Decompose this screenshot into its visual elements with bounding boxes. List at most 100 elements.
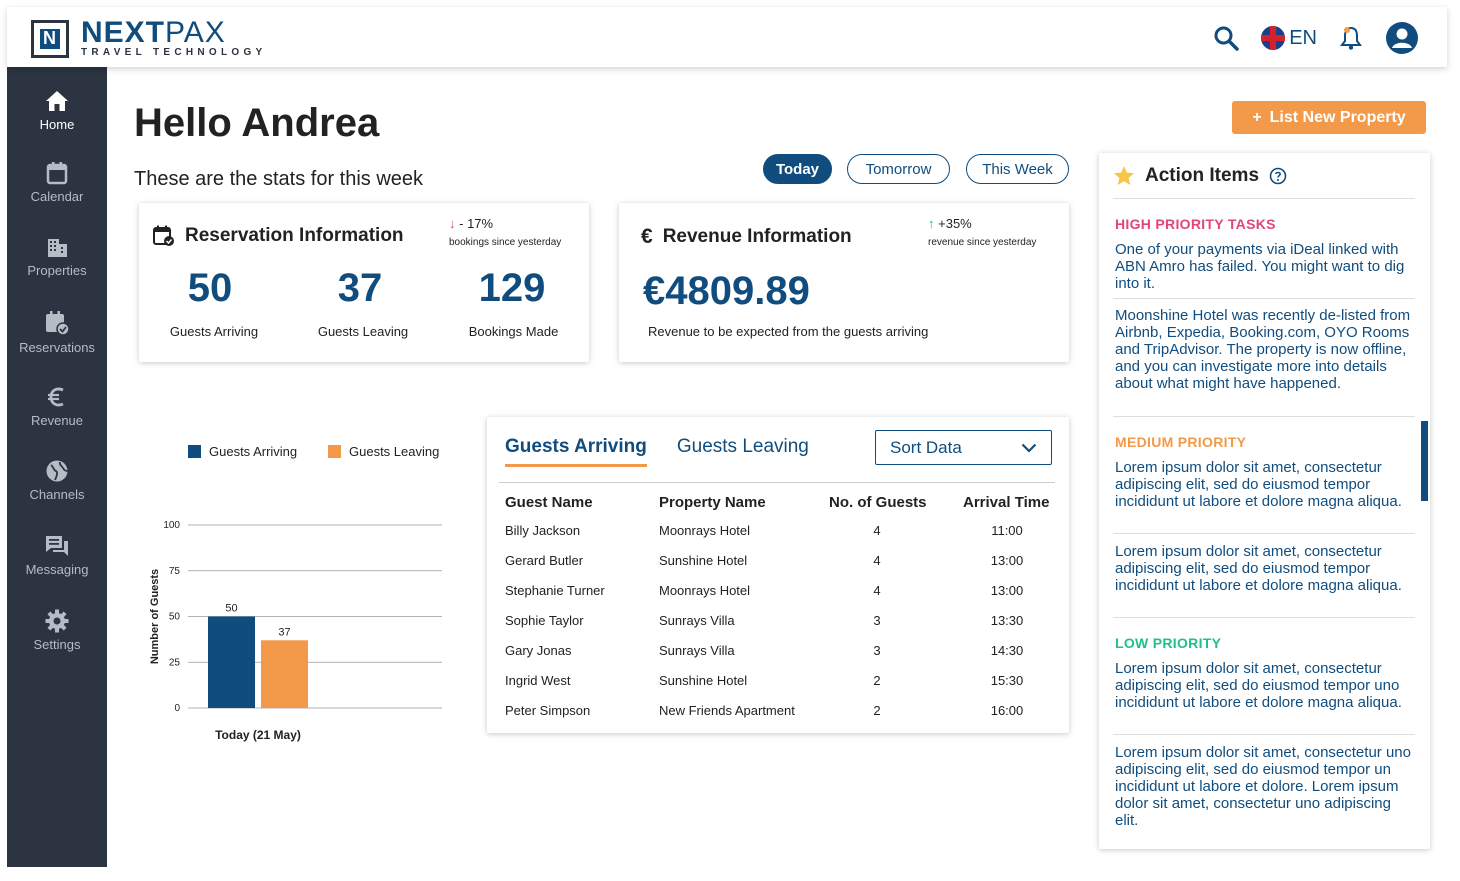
action-item-medium-2[interactable]: Lorem ipsum dolor sit amet, consectetur …	[1115, 543, 1402, 594]
revenue-card-title: € Revenue Information	[641, 225, 852, 249]
y-tick-label: 75	[169, 566, 181, 577]
sidebar-item-calendar[interactable]: Calendar	[7, 161, 107, 204]
range-tomorrow-button[interactable]: Tomorrow	[847, 154, 950, 184]
sidebar-item-properties[interactable]: Properties	[7, 235, 107, 278]
help-icon[interactable]	[1269, 167, 1287, 185]
tab-guests-arriving[interactable]: Guests Arriving	[505, 436, 647, 467]
table-cell: 4	[873, 583, 881, 598]
search-icon[interactable]	[1213, 25, 1239, 51]
table-cell: New Friends Apartment	[659, 703, 795, 718]
table-cell: Stephanie Turner	[505, 583, 605, 598]
table-cell: 3	[873, 643, 881, 658]
table-cell: Sunshine Hotel	[659, 673, 748, 688]
reservation-trend: ↓ - 17%	[449, 216, 493, 231]
y-tick-label: 50	[169, 612, 181, 623]
bookings-made-label: Bookings Made	[468, 324, 559, 339]
table-cell: 15:30	[990, 673, 1024, 688]
revenue-label: Revenue to be expected from the guests a…	[648, 324, 929, 339]
revenue-card	[619, 203, 1069, 362]
list-new-property-label: List New Property	[1269, 108, 1406, 126]
flag-uk-icon	[1261, 26, 1286, 50]
range-today-button[interactable]: Today	[763, 154, 832, 184]
x-category-label: Today (21 May)	[215, 728, 301, 742]
priority-high-heading: HIGH PRIORITY TASKS	[1115, 216, 1276, 232]
logo-tagline: TRAVEL TECHNOLOGY	[81, 47, 267, 58]
table-cell: 2	[873, 703, 881, 718]
arrow-up-icon: ↑	[928, 216, 935, 231]
y-axis-label: Number of Guests	[149, 569, 161, 664]
table-cell: 4	[873, 553, 881, 568]
legend-swatch	[188, 445, 201, 458]
action-items-scrollbar[interactable]	[1421, 421, 1428, 501]
revenue-trend: ↑ +35%	[928, 216, 972, 231]
action-item-high-2[interactable]: Moonshine Hotel was recently de-listed f…	[1115, 307, 1411, 392]
sidebar-item-label: Reservations	[19, 340, 95, 355]
user-avatar-icon[interactable]	[1385, 21, 1419, 55]
action-item-low-1[interactable]: Lorem ipsum dolor sit amet, consectetur …	[1115, 660, 1402, 711]
bar-guests-leaving	[261, 640, 308, 708]
legend-guests-arriving: Guests Arriving	[188, 444, 297, 459]
table-cell: 16:00	[990, 703, 1024, 718]
sidebar-item-label: Calendar	[30, 189, 84, 204]
table-cell: Sunrays Villa	[659, 643, 735, 658]
table-divider	[499, 482, 1055, 483]
page-title: Hello Andrea	[134, 101, 380, 145]
action-item-high-1[interactable]: One of your payments via iDeal linked wi…	[1115, 241, 1405, 292]
gear-icon	[45, 609, 69, 633]
table-cell: Moonrays Hotel	[659, 583, 751, 598]
sidebar-item-reservations[interactable]: Reservations	[7, 310, 107, 355]
table-cell: 3	[873, 613, 881, 628]
building-icon	[48, 239, 67, 257]
table-cell: 14:30	[990, 643, 1024, 658]
range-this-week-button[interactable]: This Week	[966, 154, 1069, 184]
bookings-made-value: 129	[478, 266, 546, 310]
table-cell: Gerard Butler	[505, 553, 584, 568]
bell-icon[interactable]	[1339, 25, 1363, 51]
sort-data-select[interactable]: Sort Data	[875, 430, 1052, 465]
sidebar-item-revenue[interactable]: Revenue	[7, 385, 107, 428]
table-cell: Ingrid West	[505, 673, 571, 688]
sidebar-item-settings[interactable]: Settings	[7, 609, 107, 652]
sidebar-item-home[interactable]: Home	[7, 89, 107, 132]
legend-guests-leaving: Guests Leaving	[328, 444, 439, 459]
action-items-panel: Action Items HIGH PRIORITY TASKS One of …	[1099, 153, 1430, 849]
language-selector[interactable]: EN	[1261, 26, 1317, 50]
star-icon	[1114, 166, 1134, 185]
guests-leaving-label: Guests Leaving	[317, 324, 409, 339]
action-item-low-2[interactable]: Lorem ipsum dolor sit amet, consectetur …	[1115, 744, 1411, 829]
legend-swatch	[328, 445, 341, 458]
table-cell: Sunrays Villa	[659, 613, 735, 628]
sidebar-item-label: Properties	[27, 263, 87, 278]
table-header-cell: Arrival Time	[963, 494, 1050, 511]
divider	[1113, 533, 1415, 534]
table-header-cell: No. of Guests	[829, 494, 927, 511]
table-cell: Gary Jonas	[505, 643, 572, 658]
divider	[1113, 734, 1415, 735]
guests-table-card	[487, 417, 1069, 733]
calendar-icon	[46, 162, 68, 185]
plus-icon: +	[1252, 108, 1262, 126]
tab-guests-leaving[interactable]: Guests Leaving	[676, 436, 809, 457]
sidebar-item-label: Home	[39, 117, 75, 132]
reservation-card	[139, 203, 589, 362]
list-new-property-button[interactable]: + List New Property	[1232, 101, 1426, 134]
revenue-title-text: Revenue Information	[662, 226, 852, 247]
divider	[1113, 198, 1415, 199]
table-cell: 4	[873, 523, 881, 538]
sidebar-item-messaging[interactable]: Messaging	[7, 534, 107, 577]
chat-icon	[46, 536, 68, 556]
guests-bar-chart: 100 75 50 25 0 Number of Guests 50 37 Today (21 …	[149, 520, 442, 742]
guests-leaving-value: 37	[337, 266, 383, 310]
sidebar-item-label: Revenue	[30, 413, 84, 428]
table-cell: Billy Jackson	[505, 523, 581, 538]
chevron-down-icon	[1021, 443, 1037, 453]
table-cell: 11:00	[991, 523, 1023, 538]
sidebar-item-channels[interactable]: Channels	[7, 459, 107, 502]
revenue-trend-value: +35%	[938, 216, 972, 231]
sidebar-item-label: Messaging	[25, 562, 89, 577]
table-header-cell: Guest Name	[505, 494, 593, 511]
sidebar-item-label: Settings	[33, 637, 81, 652]
revenue-trend-sub: revenue since yesterday	[928, 237, 1037, 248]
action-item-medium-1[interactable]: Lorem ipsum dolor sit amet, consectetur …	[1115, 459, 1402, 510]
nextpax-logo[interactable]: NEXTPAX TRAVEL TECHNOLOGY	[31, 18, 267, 58]
